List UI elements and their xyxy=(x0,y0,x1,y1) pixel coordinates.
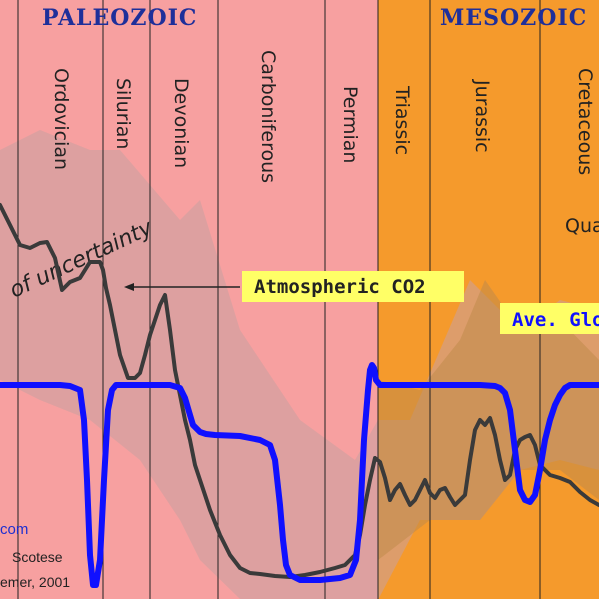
temperature-label-box xyxy=(500,303,599,334)
period-label-ordovician: Ordovician xyxy=(50,68,72,170)
co2-arrow-head xyxy=(124,283,134,291)
period-label-triassic: Triassic xyxy=(391,85,413,155)
era-label-paleozoic: PALEOZOIC xyxy=(42,5,197,31)
temperature-label-text: Ave. Glo xyxy=(512,309,599,331)
period-label-permian: Permian xyxy=(339,86,361,163)
period-label-silurian: Silurian xyxy=(112,78,134,149)
credit-line-1: Scotese xyxy=(12,549,63,565)
co2-label-box xyxy=(242,271,464,302)
period-label-cretaceous: Cretaceous xyxy=(574,68,596,175)
quaternary-fragment: Qua xyxy=(565,215,599,237)
credit-line-2: emer, 2001 xyxy=(0,574,70,590)
series-layer xyxy=(0,203,599,588)
period-label-jurassic: Jurassic xyxy=(471,79,493,153)
era-label-mesozoic: MESOZOIC xyxy=(440,5,587,31)
site-fragment: com xyxy=(0,521,28,538)
period-label-devonian: Devonian xyxy=(170,78,192,168)
period-label-carboniferous: Carboniferous xyxy=(257,50,279,183)
temperature-line xyxy=(0,362,599,588)
co2-label-text: Atmospheric CO2 xyxy=(254,276,426,298)
